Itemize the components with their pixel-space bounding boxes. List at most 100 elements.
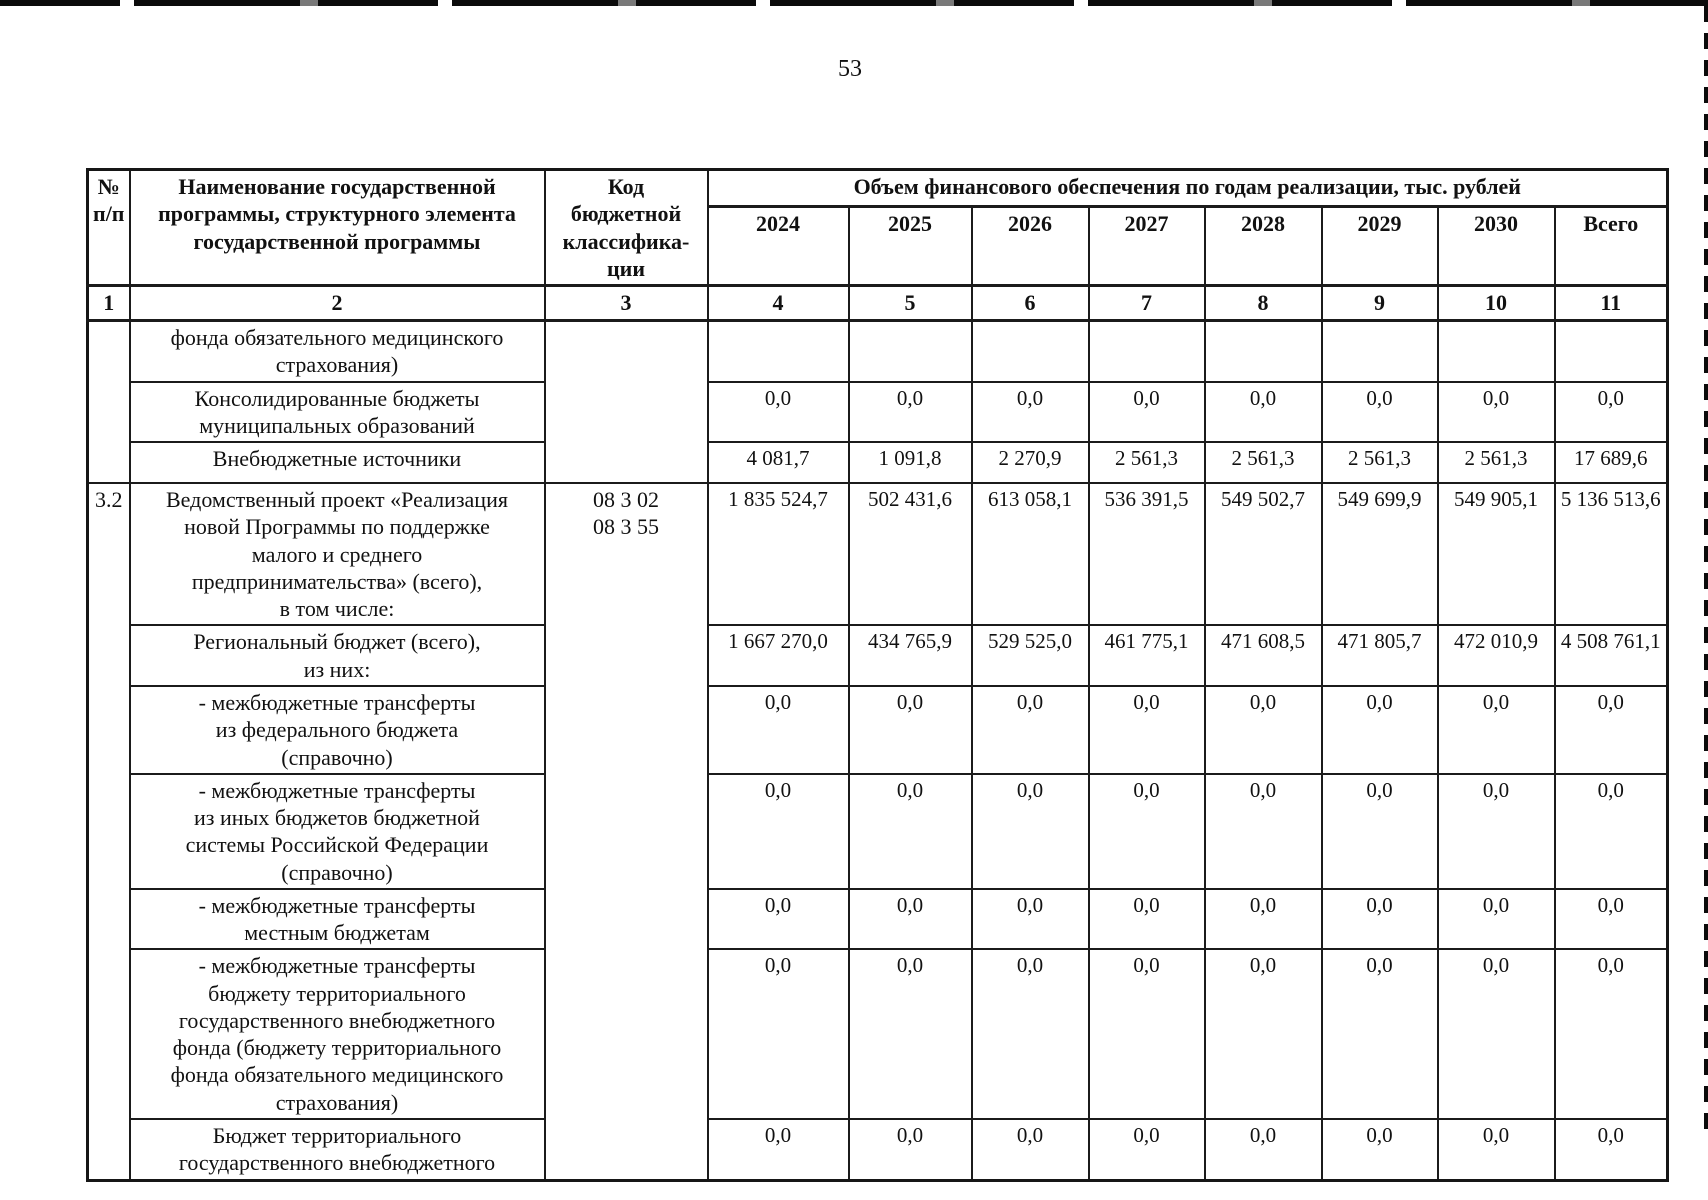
value-cell: 472 010,9 xyxy=(1436,624,1556,687)
table-header-row-1: № п/п Наименование государственной прогр… xyxy=(86,168,1669,288)
column-number-cell: 5 xyxy=(847,284,973,323)
program-name-cell: - межбюджетные трансферты из федеральног… xyxy=(128,684,546,775)
value-cell: 0,0 xyxy=(1436,1117,1556,1182)
program-name-cell: Внебюджетные источники xyxy=(128,441,546,485)
value-cell: 0,0 xyxy=(1203,380,1323,444)
column-number-cell: 3 xyxy=(543,284,709,323)
value-cell: 5 136 513,6 xyxy=(1553,482,1669,627)
header-year-2029: 2029 xyxy=(1320,205,1439,288)
header-total: Всего xyxy=(1553,205,1669,288)
value-cell: 0,0 xyxy=(1553,772,1669,890)
header-program-name: Наименование государственной программы, … xyxy=(128,168,546,288)
budget-code-cell xyxy=(543,319,709,485)
value-cell: 0,0 xyxy=(970,1117,1090,1182)
row-number-cell: 3.2 xyxy=(86,482,131,1181)
value-cell xyxy=(1553,319,1669,383)
value-cell: 0,0 xyxy=(847,887,973,951)
value-cell: 0,0 xyxy=(847,684,973,775)
value-cell: 529 525,0 xyxy=(970,624,1090,687)
header-year-2027: 2027 xyxy=(1087,205,1206,288)
header-year-2028: 2028 xyxy=(1203,205,1323,288)
value-cell xyxy=(1087,319,1206,383)
value-cell: 0,0 xyxy=(1320,772,1439,890)
budget-code-cell: 08 3 02 08 3 55 xyxy=(543,482,709,1181)
column-number-cell: 1 xyxy=(86,284,131,323)
value-cell: 0,0 xyxy=(706,948,850,1120)
value-cell: 0,0 xyxy=(1087,887,1206,951)
header-year-2024: 2024 xyxy=(706,205,850,288)
table-row: - межбюджетные трансферты местным бюджет… xyxy=(88,887,1669,951)
column-number-cell: 4 xyxy=(706,284,850,323)
page-number: 53 xyxy=(838,56,862,82)
value-cell: 0,0 xyxy=(847,1117,973,1182)
value-cell: 0,0 xyxy=(970,948,1090,1120)
value-cell: 0,0 xyxy=(706,887,850,951)
value-cell: 461 775,1 xyxy=(1087,624,1206,687)
scan-edge-artifact-right xyxy=(1704,6,1708,1136)
value-cell: 0,0 xyxy=(706,772,850,890)
value-cell: 0,0 xyxy=(1320,684,1439,775)
value-cell: 1 835 524,7 xyxy=(706,482,850,627)
table-row: Региональный бюджет (всего), из них: 1 6… xyxy=(88,624,1669,687)
value-cell xyxy=(847,319,973,383)
value-cell: 549 502,7 xyxy=(1203,482,1323,627)
value-cell: 0,0 xyxy=(1087,1117,1206,1182)
value-cell: 4 508 761,1 xyxy=(1553,624,1669,687)
value-cell: 17 689,6 xyxy=(1553,441,1669,485)
table-row: 3.2 Ведомственный проект «Реализация нов… xyxy=(86,482,1669,1181)
value-cell xyxy=(706,319,850,383)
value-cell: 613 058,1 xyxy=(970,482,1090,627)
column-number-cell: 6 xyxy=(970,284,1090,323)
program-name-cell: Бюджет территориального государственного… xyxy=(128,1117,546,1182)
table-row: - межбюджетные трансферты бюджету террит… xyxy=(88,948,1669,1120)
header-year-2026: 2026 xyxy=(970,205,1090,288)
column-number-cell: 8 xyxy=(1203,284,1323,323)
value-cell: 0,0 xyxy=(1320,948,1439,1120)
table-row: фонда обязательного медицинского страхов… xyxy=(86,319,1669,485)
value-cell: 0,0 xyxy=(1553,1117,1669,1182)
value-cell: 0,0 xyxy=(970,684,1090,775)
value-cell: 0,0 xyxy=(1087,684,1206,775)
value-cell xyxy=(970,319,1090,383)
program-name-cell: Консолидированные бюджеты муниципальных … xyxy=(128,380,546,444)
value-cell: 2 561,3 xyxy=(1436,441,1556,485)
value-cell: 0,0 xyxy=(1436,772,1556,890)
value-cell: 549 905,1 xyxy=(1436,482,1556,627)
value-cell: 2 561,3 xyxy=(1087,441,1206,485)
value-cell: 0,0 xyxy=(847,380,973,444)
header-year-2030: 2030 xyxy=(1436,205,1556,288)
value-cell: 536 391,5 xyxy=(1087,482,1206,627)
value-cell: 0,0 xyxy=(1436,380,1556,444)
value-cell: 0,0 xyxy=(1320,887,1439,951)
value-cell: 0,0 xyxy=(1203,772,1323,890)
row-number-cell xyxy=(86,319,131,485)
table-header-row-column-numbers: 1 2 3 4 5 6 7 8 9 10 11 xyxy=(86,284,1669,323)
program-name-cell: фонда обязательного медицинского страхов… xyxy=(128,319,546,383)
financing-table-container: № п/п Наименование государственной прогр… xyxy=(86,168,1670,1182)
value-cell: 471 805,7 xyxy=(1320,624,1439,687)
program-name-cell: - межбюджетные трансферты бюджету террит… xyxy=(128,948,546,1120)
value-cell: 2 561,3 xyxy=(1320,441,1439,485)
value-cell: 0,0 xyxy=(1087,772,1206,890)
value-cell: 0,0 xyxy=(1087,380,1206,444)
value-cell: 0,0 xyxy=(970,772,1090,890)
value-cell: 1 667 270,0 xyxy=(706,624,850,687)
value-cell: 0,0 xyxy=(1203,684,1323,775)
program-name-cell: - межбюджетные трансферты из иных бюджет… xyxy=(128,772,546,890)
column-number-cell: 11 xyxy=(1553,284,1669,323)
program-name-cell: Региональный бюджет (всего), из них: xyxy=(128,624,546,687)
value-cell: 0,0 xyxy=(970,380,1090,444)
value-cell: 0,0 xyxy=(847,772,973,890)
column-number-cell: 10 xyxy=(1436,284,1556,323)
value-cell xyxy=(1203,319,1323,383)
program-name-cell: Ведомственный проект «Реализация новой П… xyxy=(128,482,546,627)
table-row: Внебюджетные источники 4 081,7 1 091,8 2… xyxy=(88,441,1669,485)
value-cell: 1 091,8 xyxy=(847,441,973,485)
column-number-cell: 7 xyxy=(1087,284,1206,323)
value-cell: 502 431,6 xyxy=(847,482,973,627)
column-number-cell: 9 xyxy=(1320,284,1439,323)
table-row: Бюджет территориального государственного… xyxy=(88,1117,1669,1182)
value-cell: 0,0 xyxy=(847,948,973,1120)
value-cell: 549 699,9 xyxy=(1320,482,1439,627)
